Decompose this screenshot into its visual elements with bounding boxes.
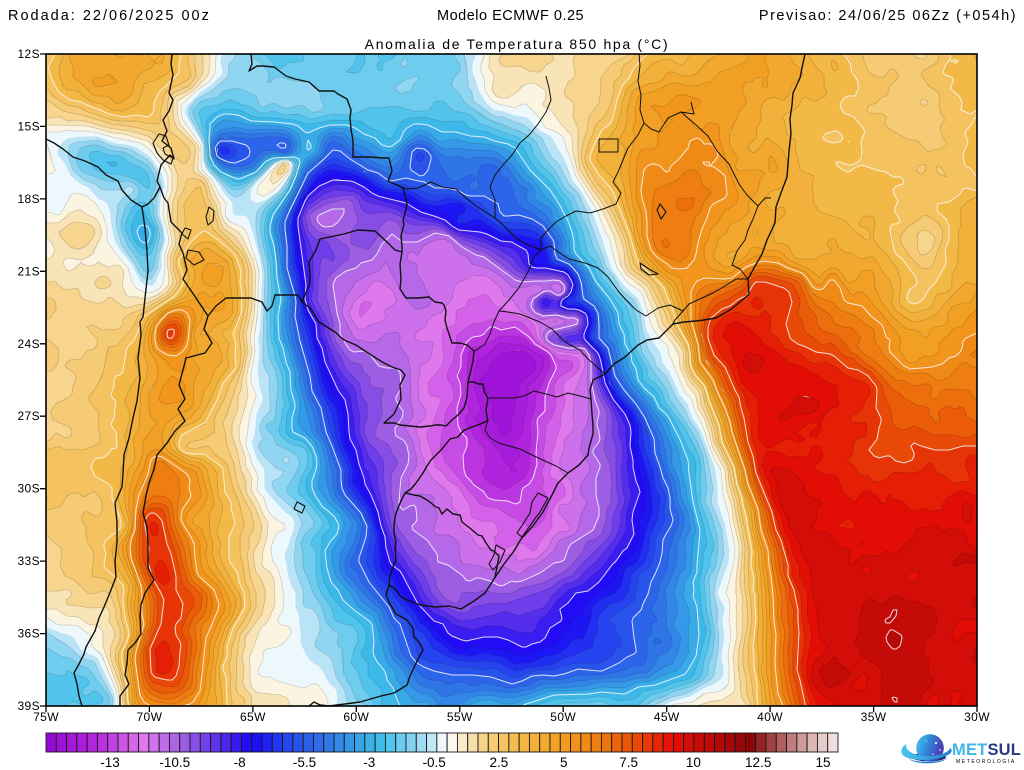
svg-text:36S: 36S [17, 627, 40, 641]
svg-text:-10.5: -10.5 [159, 755, 190, 770]
svg-text:-3: -3 [363, 755, 375, 770]
svg-text:35W: 35W [861, 710, 887, 724]
svg-text:65W: 65W [240, 710, 266, 724]
svg-text:30S: 30S [17, 482, 40, 496]
svg-text:2.5: 2.5 [490, 755, 509, 770]
svg-text:10: 10 [686, 755, 701, 770]
svg-text:12S: 12S [17, 47, 40, 61]
svg-text:50W: 50W [550, 710, 576, 724]
svg-text:Rodada: 22/06/2025 00z: Rodada: 22/06/2025 00z [8, 8, 211, 24]
svg-text:21S: 21S [17, 264, 40, 278]
svg-text:40W: 40W [757, 710, 783, 724]
svg-text:-8: -8 [234, 755, 246, 770]
svg-text:7.5: 7.5 [619, 755, 638, 770]
svg-text:Anomalia de Temperatura 850 hp: Anomalia de Temperatura 850 hpa (°C) [365, 36, 670, 52]
svg-text:75W: 75W [33, 710, 59, 724]
svg-text:24S: 24S [17, 337, 40, 351]
svg-text:5: 5 [560, 755, 568, 770]
svg-text:60W: 60W [343, 710, 369, 724]
svg-text:15: 15 [815, 755, 830, 770]
svg-text:33S: 33S [17, 554, 40, 568]
svg-text:-0.5: -0.5 [422, 755, 445, 770]
svg-text:-13: -13 [100, 755, 120, 770]
svg-text:Modelo ECMWF 0.25: Modelo ECMWF 0.25 [437, 8, 584, 24]
svg-text:55W: 55W [447, 710, 473, 724]
svg-text:30W: 30W [964, 710, 990, 724]
svg-text:12.5: 12.5 [745, 755, 771, 770]
svg-text:15S: 15S [17, 119, 40, 133]
svg-text:39S: 39S [17, 699, 40, 713]
svg-text:Previsao: 24/06/25 06Zz (+054h: Previsao: 24/06/25 06Zz (+054h) [759, 8, 1017, 24]
svg-text:-5.5: -5.5 [293, 755, 316, 770]
svg-text:70W: 70W [136, 710, 162, 724]
svg-text:18S: 18S [17, 192, 40, 206]
svg-text:45W: 45W [654, 710, 680, 724]
svg-text:METSUL: METSUL [952, 741, 1021, 759]
svg-text:27S: 27S [17, 409, 40, 423]
svg-text:METEOROLOGIA: METEOROLOGIA [956, 759, 1016, 765]
